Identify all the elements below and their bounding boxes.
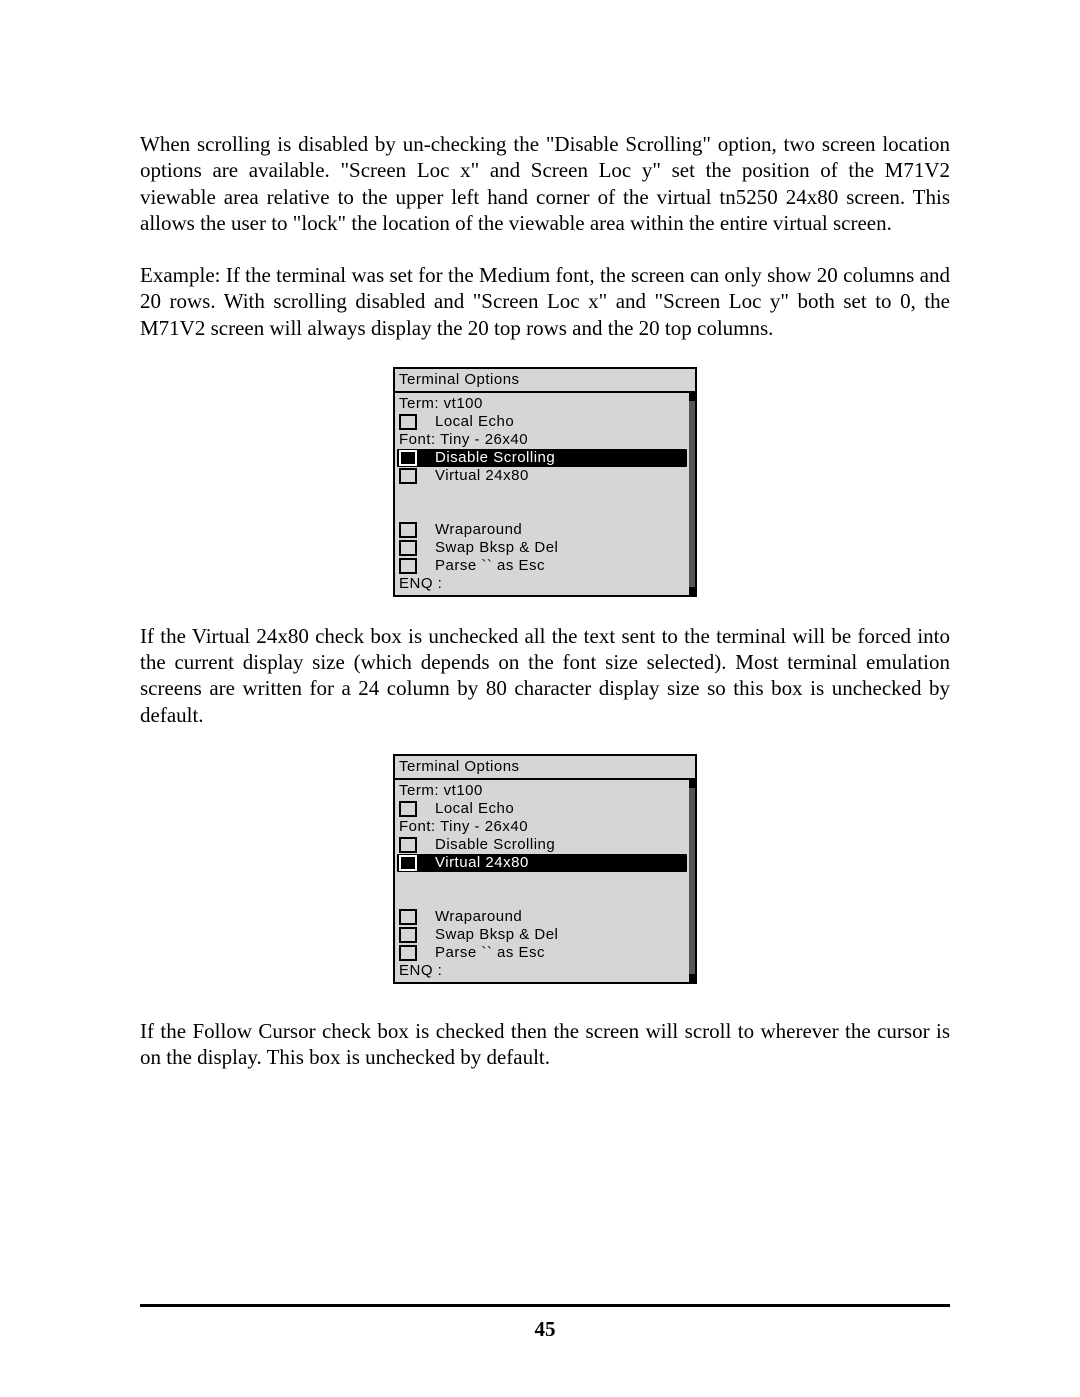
page-number: 45 bbox=[535, 1317, 556, 1341]
wraparound-row[interactable]: Wraparound bbox=[397, 908, 687, 926]
disable-scrolling-label: Disable Scrolling bbox=[435, 449, 555, 466]
parse-label: Parse `` as Esc bbox=[435, 557, 545, 574]
enq-line: ENQ : bbox=[397, 962, 687, 980]
checkbox-icon[interactable] bbox=[399, 909, 417, 925]
parse-row[interactable]: Parse `` as Esc bbox=[397, 557, 687, 575]
checkbox-icon[interactable] bbox=[399, 450, 417, 466]
paragraph-4: If the Follow Cursor check box is checke… bbox=[140, 1018, 950, 1071]
checkbox-icon[interactable] bbox=[399, 837, 417, 853]
local-echo-row[interactable]: Local Echo bbox=[397, 413, 687, 431]
swap-row[interactable]: Swap Bksp & Del bbox=[397, 539, 687, 557]
local-echo-label: Local Echo bbox=[435, 413, 514, 430]
checkbox-icon[interactable] bbox=[399, 945, 417, 961]
checkbox-icon[interactable] bbox=[399, 468, 417, 484]
terminal-options-box-2: Terminal Options Term: vt100 Local Echo … bbox=[393, 754, 697, 984]
blank-gap bbox=[397, 485, 687, 521]
virtual-row[interactable]: Virtual 24x80 bbox=[397, 467, 687, 485]
term-line: Term: vt100 bbox=[397, 782, 687, 800]
page-footer: 45 bbox=[140, 1304, 950, 1342]
terminal-title: Terminal Options bbox=[395, 369, 695, 393]
swap-label: Swap Bksp & Del bbox=[435, 539, 558, 556]
term-line: Term: vt100 bbox=[397, 395, 687, 413]
scroll-down-icon[interactable] bbox=[689, 974, 695, 982]
checkbox-icon[interactable] bbox=[399, 522, 417, 538]
checkbox-icon[interactable] bbox=[399, 855, 417, 871]
disable-scrolling-row[interactable]: Disable Scrolling bbox=[397, 449, 687, 467]
paragraph-3: If the Virtual 24x80 check box is unchec… bbox=[140, 623, 950, 728]
font-line: Font: Tiny - 26x40 bbox=[397, 431, 687, 449]
scroll-up-icon[interactable] bbox=[689, 393, 695, 401]
swap-row[interactable]: Swap Bksp & Del bbox=[397, 926, 687, 944]
local-echo-row[interactable]: Local Echo bbox=[397, 800, 687, 818]
terminal-options-box-1: Terminal Options Term: vt100 Local Echo … bbox=[393, 367, 697, 597]
page: When scrolling is disabled by un-checkin… bbox=[0, 0, 1080, 1397]
checkbox-icon[interactable] bbox=[399, 927, 417, 943]
blank-gap bbox=[397, 872, 687, 908]
scroll-up-icon[interactable] bbox=[689, 780, 695, 788]
virtual-label: Virtual 24x80 bbox=[435, 854, 529, 871]
checkbox-icon[interactable] bbox=[399, 540, 417, 556]
enq-line: ENQ : bbox=[397, 575, 687, 593]
disable-scrolling-row[interactable]: Disable Scrolling bbox=[397, 836, 687, 854]
checkbox-icon[interactable] bbox=[399, 414, 417, 430]
terminal-title: Terminal Options bbox=[395, 756, 695, 780]
wraparound-label: Wraparound bbox=[435, 908, 522, 925]
terminal-body: Term: vt100 Local Echo Font: Tiny - 26x4… bbox=[395, 393, 695, 595]
checkbox-icon[interactable] bbox=[399, 801, 417, 817]
wraparound-row[interactable]: Wraparound bbox=[397, 521, 687, 539]
virtual-label: Virtual 24x80 bbox=[435, 467, 529, 484]
swap-label: Swap Bksp & Del bbox=[435, 926, 558, 943]
footer-rule bbox=[140, 1304, 950, 1307]
terminal-body: Term: vt100 Local Echo Font: Tiny - 26x4… bbox=[395, 780, 695, 982]
virtual-row[interactable]: Virtual 24x80 bbox=[397, 854, 687, 872]
font-line: Font: Tiny - 26x40 bbox=[397, 818, 687, 836]
disable-scrolling-label: Disable Scrolling bbox=[435, 836, 555, 853]
scroll-down-icon[interactable] bbox=[689, 587, 695, 595]
local-echo-label: Local Echo bbox=[435, 800, 514, 817]
checkbox-icon[interactable] bbox=[399, 558, 417, 574]
parse-row[interactable]: Parse `` as Esc bbox=[397, 944, 687, 962]
wraparound-label: Wraparound bbox=[435, 521, 522, 538]
paragraph-1: When scrolling is disabled by un-checkin… bbox=[140, 131, 950, 236]
parse-label: Parse `` as Esc bbox=[435, 944, 545, 961]
paragraph-2: Example: If the terminal was set for the… bbox=[140, 262, 950, 341]
